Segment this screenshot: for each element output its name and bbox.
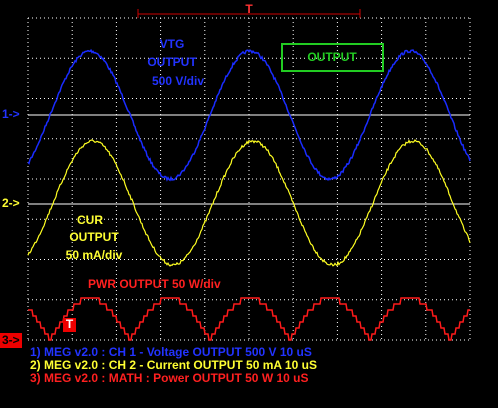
top-marker: T [245,2,253,16]
ch2-label: 50 mA/div [66,248,123,262]
ch3-marker: 3-> [2,333,20,347]
ch3-label: PWR OUTPUT 50 W/div [88,277,221,291]
ch2-marker: 2-> [2,196,20,210]
ch3-trace [28,297,470,341]
badge-box [281,43,384,72]
ch3-marker-box [0,333,22,348]
ch1-legend: 1) MEG v2.0 : CH 1 - Voltage OUTPUT 500 … [30,345,312,359]
ch2-label: OUTPUT [69,230,119,244]
trigger-box [63,318,76,332]
trigger-marker: T [66,317,74,331]
ch2-legend: 2) MEG v2.0 : CH 2 - Current OUTPUT 50 m… [30,358,317,372]
ch2-label: CUR [77,213,103,227]
traces [27,48,471,341]
ch1-marker: 1-> [2,107,20,121]
ch1-label: VTG [160,37,185,51]
grid [27,17,471,341]
ch1-label: OUTPUT [147,55,197,69]
ch1-label: 500 V/div [152,74,204,88]
ch3-legend: 3) MEG v2.0 : MATH : Power OUTPUT 50 W 1… [30,371,309,385]
ch2-trace [27,139,471,267]
ch1-trace [27,48,471,182]
badge: OUTPUT [307,50,357,64]
